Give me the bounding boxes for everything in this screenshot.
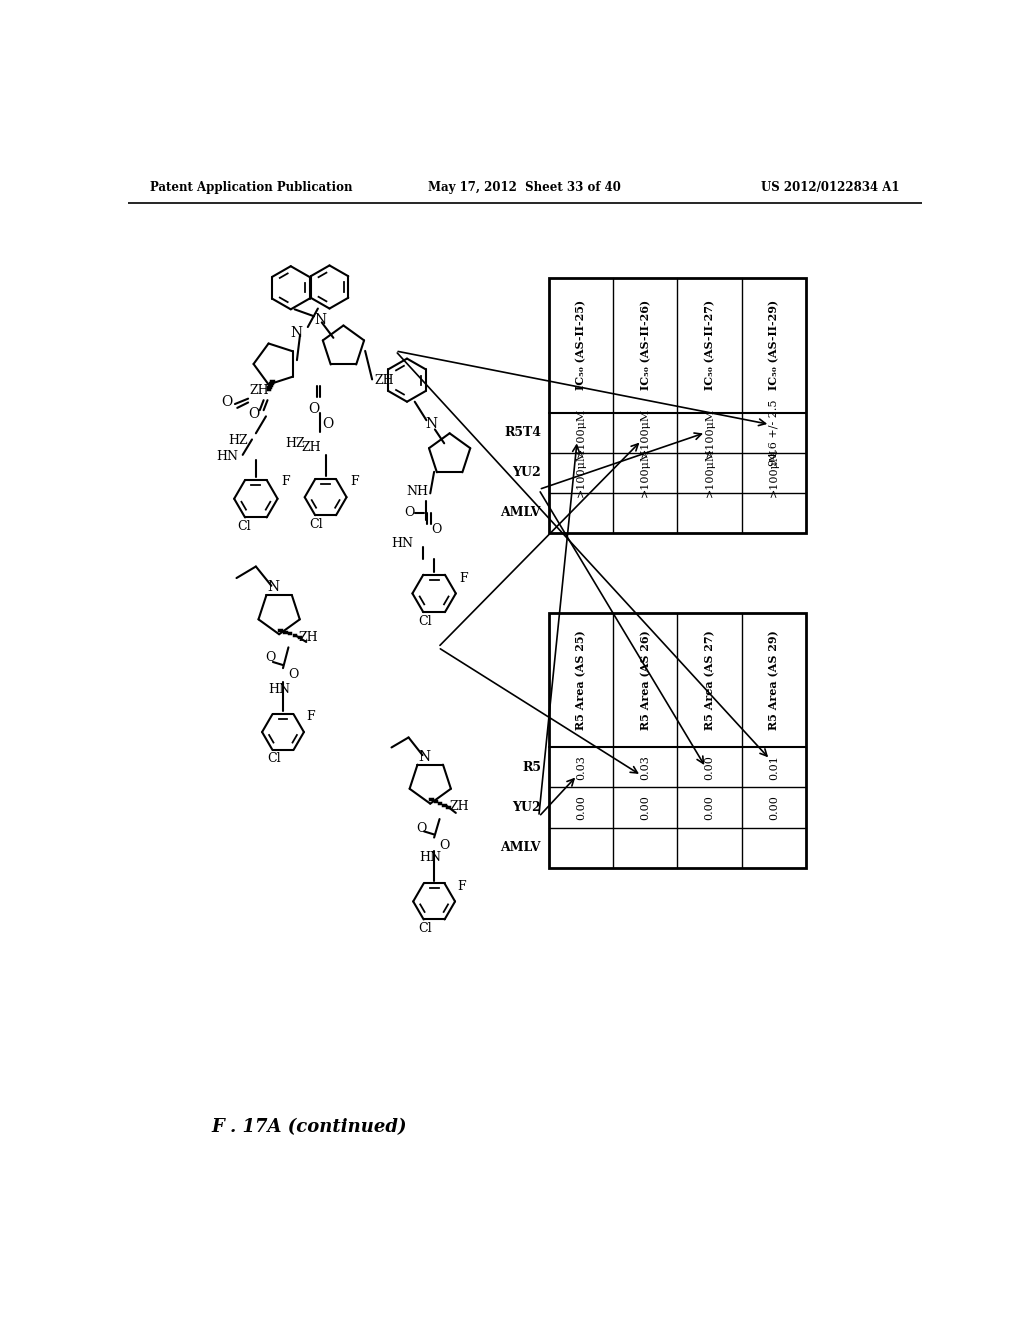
Text: R5: R5 bbox=[522, 760, 541, 774]
Text: IC₅₀ (AS-II-29): IC₅₀ (AS-II-29) bbox=[768, 300, 779, 391]
Text: ZH: ZH bbox=[302, 441, 322, 454]
Text: F . 17A (continued): F . 17A (continued) bbox=[212, 1118, 408, 1137]
Text: May 17, 2012  Sheet 33 of 40: May 17, 2012 Sheet 33 of 40 bbox=[428, 181, 622, 194]
Text: Cl: Cl bbox=[418, 921, 432, 935]
Text: Cl: Cl bbox=[418, 615, 432, 628]
Text: O: O bbox=[323, 417, 334, 432]
Text: >100μM: >100μM bbox=[705, 447, 715, 498]
Text: 0.01: 0.01 bbox=[769, 755, 779, 780]
Text: Cl: Cl bbox=[309, 517, 324, 531]
Text: O: O bbox=[221, 396, 232, 409]
Text: O: O bbox=[249, 407, 260, 421]
Text: O: O bbox=[288, 668, 298, 681]
Text: IC₅₀ (AS-II-27): IC₅₀ (AS-II-27) bbox=[705, 300, 715, 391]
Text: YU2: YU2 bbox=[512, 801, 541, 814]
Bar bbox=[549, 612, 806, 867]
Text: ZH: ZH bbox=[299, 631, 318, 644]
Text: ZH: ZH bbox=[250, 384, 269, 397]
Text: 0.03: 0.03 bbox=[640, 755, 650, 780]
Text: 0.00: 0.00 bbox=[769, 795, 779, 820]
Text: N: N bbox=[418, 750, 430, 764]
Text: 0.03: 0.03 bbox=[575, 755, 586, 780]
Text: HN: HN bbox=[391, 537, 414, 550]
Text: NH: NH bbox=[407, 484, 429, 498]
Text: US 2012/0122834 A1: US 2012/0122834 A1 bbox=[762, 181, 900, 194]
Text: IC₅₀ (AS-II-26): IC₅₀ (AS-II-26) bbox=[640, 300, 651, 391]
Text: 0.00: 0.00 bbox=[640, 795, 650, 820]
Text: F: F bbox=[351, 475, 359, 488]
Text: O: O bbox=[439, 838, 450, 851]
Text: AMLV: AMLV bbox=[501, 506, 541, 519]
Text: N: N bbox=[267, 581, 279, 594]
Text: N: N bbox=[290, 326, 302, 341]
Text: Cl: Cl bbox=[238, 520, 251, 533]
Text: IC₅₀ (AS-II-25): IC₅₀ (AS-II-25) bbox=[575, 300, 587, 391]
Text: N: N bbox=[426, 417, 438, 432]
Text: O: O bbox=[308, 401, 319, 416]
Text: AMLV: AMLV bbox=[501, 841, 541, 854]
Text: >100μM: >100μM bbox=[769, 447, 779, 498]
Text: ZH: ZH bbox=[375, 374, 394, 387]
Text: F: F bbox=[458, 879, 466, 892]
Text: YU2: YU2 bbox=[512, 466, 541, 479]
Text: O: O bbox=[416, 822, 426, 834]
Bar bbox=[549, 277, 806, 532]
Text: O: O bbox=[431, 523, 441, 536]
Text: Cl: Cl bbox=[267, 752, 281, 766]
Text: HN: HN bbox=[268, 684, 290, 696]
Text: O: O bbox=[265, 651, 275, 664]
Text: >100μM: >100μM bbox=[575, 408, 586, 457]
Text: Patent Application Publication: Patent Application Publication bbox=[150, 181, 352, 194]
Text: R5 Area (AS 29): R5 Area (AS 29) bbox=[768, 630, 779, 730]
Text: >100μM: >100μM bbox=[575, 447, 586, 498]
Text: 0.00: 0.00 bbox=[705, 795, 715, 820]
Text: R5 Area (AS 25): R5 Area (AS 25) bbox=[575, 630, 587, 730]
Text: F: F bbox=[281, 475, 290, 488]
Text: HN: HN bbox=[216, 450, 238, 463]
Text: HN: HN bbox=[419, 851, 441, 865]
Text: N: N bbox=[314, 313, 327, 327]
Text: 0.00: 0.00 bbox=[705, 755, 715, 780]
Text: F: F bbox=[306, 710, 315, 723]
Text: >100μM: >100μM bbox=[705, 408, 715, 457]
Text: >100μM: >100μM bbox=[640, 408, 650, 457]
Text: ZH: ZH bbox=[450, 800, 469, 813]
Text: HZ: HZ bbox=[228, 434, 248, 447]
Text: HZ: HZ bbox=[285, 437, 305, 450]
Text: R5 Area (AS 27): R5 Area (AS 27) bbox=[705, 630, 715, 730]
Text: F: F bbox=[459, 572, 468, 585]
Text: 94.6 +/- 2.5: 94.6 +/- 2.5 bbox=[769, 399, 779, 466]
Text: >100μM: >100μM bbox=[640, 447, 650, 498]
Text: R5T4: R5T4 bbox=[504, 426, 541, 440]
Text: R5 Area (AS 26): R5 Area (AS 26) bbox=[640, 630, 651, 730]
Text: O: O bbox=[404, 506, 415, 519]
Text: 0.00: 0.00 bbox=[575, 795, 586, 820]
